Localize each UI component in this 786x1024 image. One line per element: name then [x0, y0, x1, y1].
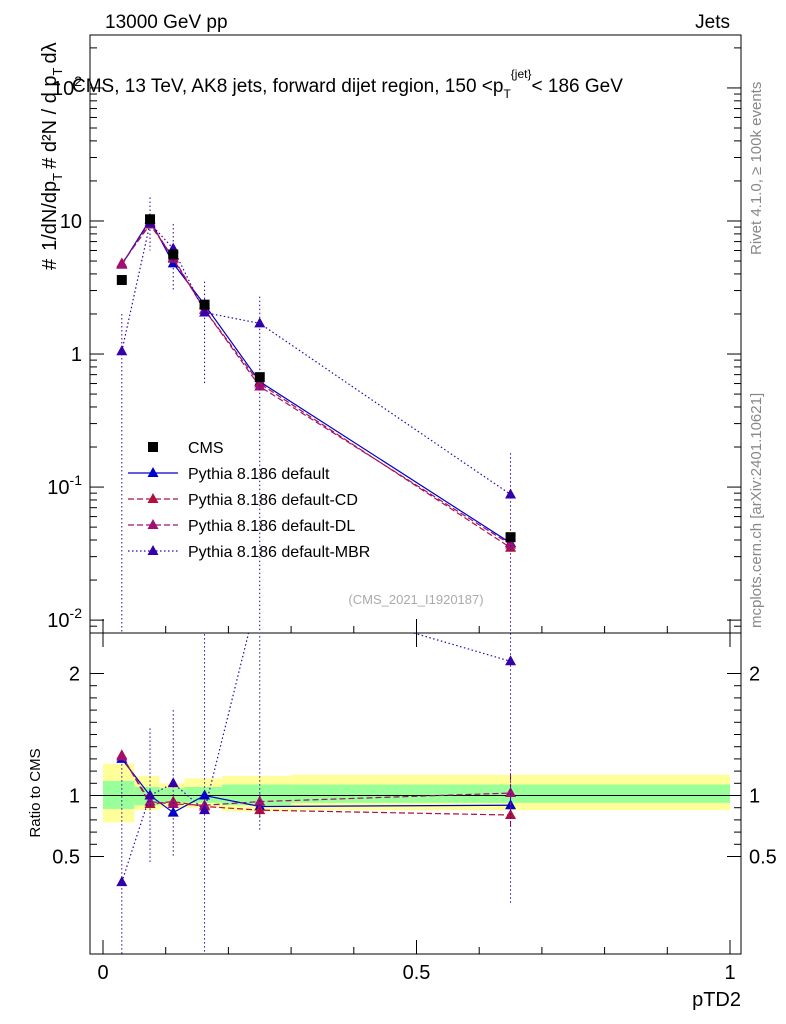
ratio-tick-label-right: 0.5: [749, 847, 777, 869]
cms-data-point: [168, 249, 179, 260]
axis-ticks: [90, 47, 741, 954]
y-tick-exponent: 2: [74, 73, 82, 89]
y-axis-label: #1/dN/dpT# d²N / d pTdλ: [39, 42, 65, 270]
cms-data-point: [505, 532, 516, 543]
x-tick-label: 0.5: [403, 962, 431, 984]
series-marker: [505, 488, 517, 499]
y-axis-label-sub2: T: [50, 67, 65, 75]
x-axis-label: pTD2: [692, 989, 741, 1011]
y-tick-base: 10: [52, 78, 74, 100]
plot-title: CMS, 13 TeV, AK8 jets, forward dijet reg…: [72, 67, 623, 101]
ratio-axis-label: Ratio to CMS: [27, 748, 44, 837]
y-tick-base: 10: [47, 610, 69, 632]
ratio-series: [116, 582, 517, 954]
y-tick-label: 10-2: [47, 605, 82, 632]
ratio-line: [121, 754, 511, 816]
cms-data-point: [116, 275, 127, 286]
cms-data-point: [254, 372, 265, 383]
y-axis-label-hash: #: [39, 258, 61, 270]
legend-marker: [147, 493, 159, 503]
x-tick-label: 0: [97, 962, 108, 984]
series-line: [121, 221, 511, 546]
ratio-tick-label: 1: [69, 786, 80, 808]
ratio-marker: [505, 655, 517, 666]
ratio-tick-label: 2: [69, 664, 80, 686]
main-series: [116, 197, 517, 633]
legend-label: Pythia 8.186 default-CD: [188, 492, 358, 509]
plot-title-subscript: T: [503, 87, 511, 101]
ratio-line: [121, 633, 511, 883]
ratio-tick-label: 0.5: [52, 847, 80, 869]
x-tick-label: 1: [724, 962, 735, 984]
series-line: [121, 223, 511, 549]
ratio-marker: [116, 750, 128, 761]
y-axis-label-lambda: dλ: [39, 42, 61, 63]
ratio-marker: [199, 804, 211, 815]
y-tick-base: 10: [47, 477, 69, 499]
series-marker: [254, 317, 266, 328]
ratio-tick-label-right: 1: [749, 786, 760, 808]
y-tick-label: 10: [60, 211, 82, 233]
legend-marker: [147, 519, 159, 529]
y-tick-label: 10-1: [47, 472, 82, 499]
y-tick-exponent: -2: [70, 605, 83, 621]
ratio-marker: [116, 876, 128, 887]
series-marker: [116, 345, 128, 356]
mcplots-label: mcplots.cern.ch [arXiv:2401.10621]: [748, 393, 765, 628]
cms-data-point: [199, 299, 210, 310]
y-tick-label: 102: [52, 73, 82, 100]
rivet-version-label: Rivet 4.1.0, ≥ 100k events: [748, 82, 765, 255]
legend-label: Pythia 8.186 default-DL: [188, 518, 355, 535]
y-tick-label: 1: [71, 344, 82, 366]
ratio-band-inner: [103, 780, 135, 809]
category-label: Jets: [695, 12, 730, 33]
legend-label: Pythia 8.186 default-MBR: [188, 544, 370, 561]
legend-label: Pythia 8.186 default: [188, 466, 330, 483]
plot-title-prefix: CMS, 13 TeV, AK8 jets, forward dijet reg…: [72, 76, 503, 97]
ratio-tick-label-right: 2: [749, 664, 760, 686]
ratio-marker: [254, 582, 265, 592]
ratio-marker: [505, 787, 517, 798]
legend-marker: [147, 467, 159, 477]
cms-data-point: [145, 214, 156, 225]
plot-title-suffix: < 186 GeV: [532, 76, 624, 97]
energy-label: 13000 GeV pp: [105, 12, 228, 33]
legend-marker: [147, 545, 159, 555]
y-axis-label-sub: T: [50, 173, 65, 181]
ratio-marker: [144, 789, 156, 800]
ratio-band-inner: [222, 784, 292, 806]
series-marker: [505, 538, 517, 549]
analysis-id: (CMS_2021_I1920187): [348, 592, 483, 607]
y-axis-label-rest: # d²N / d p: [39, 75, 61, 168]
legend-label-cms: CMS: [188, 440, 224, 457]
plot-title-superscript: {jet}: [511, 67, 532, 81]
legend-marker-cms: [148, 442, 158, 452]
ratio-bands: [103, 763, 730, 823]
y-axis-label-frac: 1/dN/dp: [39, 181, 61, 251]
ratio-marker: [167, 777, 179, 788]
legend: CMS Pythia 8.186 default Pythia 8.186 defa…: [128, 440, 370, 561]
series-line: [121, 222, 511, 495]
ratio-line: [121, 756, 511, 806]
series-marker: [116, 258, 128, 269]
series-marker: [199, 306, 211, 317]
y-tick-exponent: -1: [70, 472, 83, 488]
